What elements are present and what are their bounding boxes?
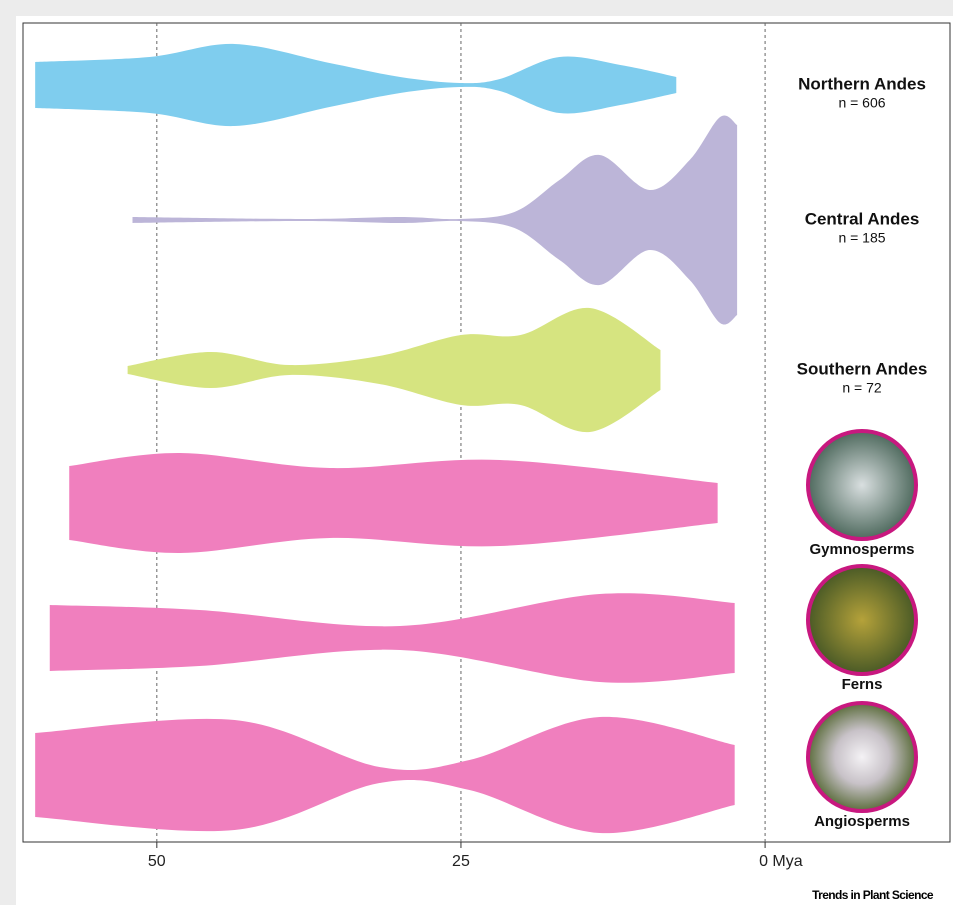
x-tick-label: 50 — [148, 853, 166, 870]
plot-frame — [22, 22, 951, 843]
group-photo — [806, 429, 918, 541]
x-tick-label: 0 Mya — [759, 853, 803, 870]
group-label: Ferns — [842, 676, 883, 693]
left-strip — [0, 0, 16, 905]
group-label: Angiosperms — [814, 813, 910, 830]
group-label: Northern Andes — [798, 74, 926, 93]
group-label: Southern Andes — [797, 359, 928, 378]
violin — [35, 716, 735, 834]
violin — [127, 307, 661, 433]
credit: Trends in Plant Science — [812, 888, 934, 902]
violin — [49, 593, 735, 683]
group-note: n = 185 — [838, 230, 885, 246]
group-photo — [806, 564, 918, 676]
violin — [35, 43, 677, 127]
violin — [69, 452, 718, 554]
violin — [132, 115, 738, 325]
group-label: Gymnosperms — [809, 541, 914, 558]
group-note: n = 72 — [842, 380, 882, 396]
x-tick-label: 25 — [452, 853, 470, 870]
group-photo — [806, 701, 918, 813]
top-strip — [0, 0, 953, 16]
group-note: n = 606 — [838, 95, 885, 111]
group-label: Central Andes — [805, 209, 920, 228]
